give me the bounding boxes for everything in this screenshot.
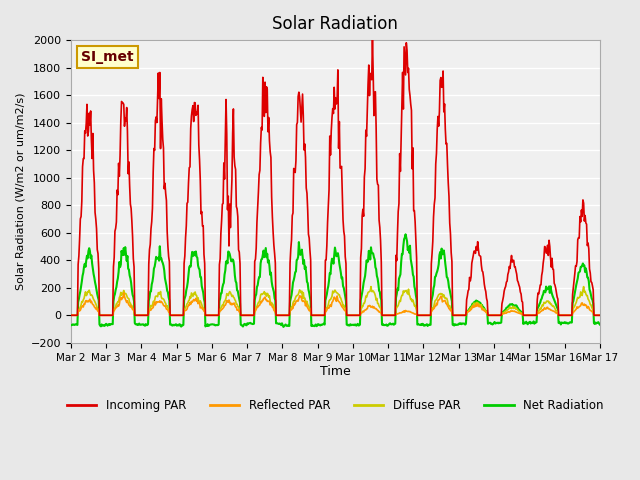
Y-axis label: Solar Radiation (W/m2 or um/m2/s): Solar Radiation (W/m2 or um/m2/s) — [15, 93, 25, 290]
X-axis label: Time: Time — [320, 365, 351, 378]
Title: Solar Radiation: Solar Radiation — [273, 15, 398, 33]
Legend: Incoming PAR, Reflected PAR, Diffuse PAR, Net Radiation: Incoming PAR, Reflected PAR, Diffuse PAR… — [62, 394, 609, 417]
Text: SI_met: SI_met — [81, 50, 134, 64]
